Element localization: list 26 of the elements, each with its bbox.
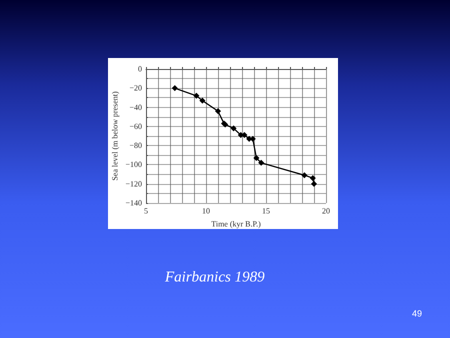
point [311,180,317,187]
x-tick-label: 10 [202,206,210,216]
x-tick-label: 20 [322,206,330,216]
text: 49 [412,308,422,318]
point [199,98,206,104]
y-tick-label: −140 [125,198,142,208]
x-tick-label: 15 [262,206,270,216]
point [301,172,308,178]
x-axis-title: Time (kyr B.P.) [211,220,262,228]
point [215,108,221,114]
point [258,160,264,166]
point [193,92,200,99]
y-tick-label: −80 [129,141,142,150]
point [310,175,316,182]
text: Fairbanics 1989 [164,270,266,286]
point [230,125,237,132]
y-tick-label: −40 [129,102,142,112]
y-tick-label: −20 [129,84,142,93]
point [253,155,260,162]
y-tick-label: −100 [125,160,142,170]
y-tick-label: 0 [138,64,142,74]
x-tick-label: 5 [144,206,148,216]
y-tick-label: −120 [125,179,142,188]
y-axis-title: Sea level (m below present) [110,91,120,181]
y-tick-label: −60 [129,122,142,131]
point [172,85,178,92]
